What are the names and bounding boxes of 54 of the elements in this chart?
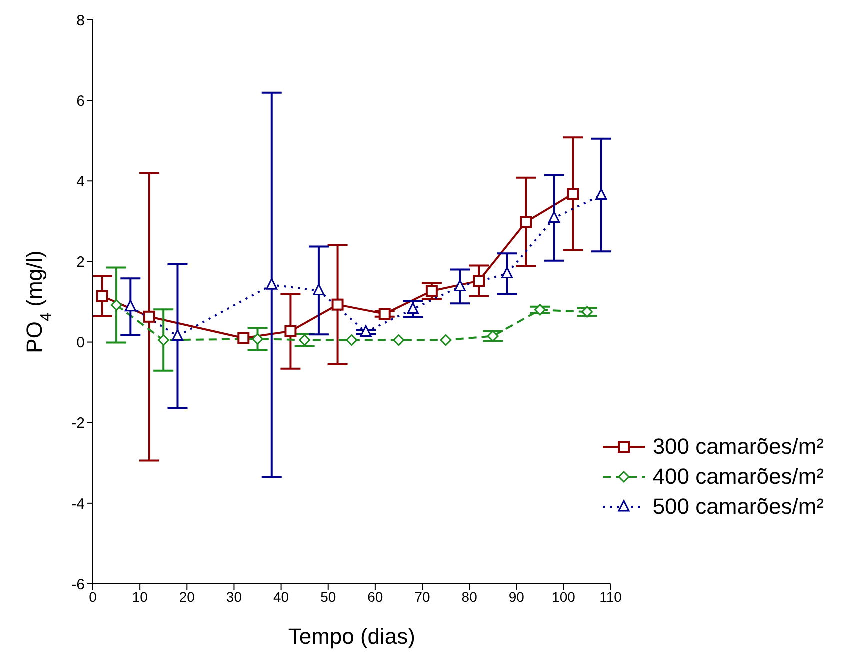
x-tick-label: 30 xyxy=(226,588,242,605)
point xyxy=(487,330,499,342)
legend-label: 500 camarões/m² xyxy=(652,494,824,520)
y-tick-label: 4 xyxy=(76,173,85,190)
x-tick-label: 10 xyxy=(132,588,148,605)
point xyxy=(502,267,513,279)
point xyxy=(360,325,372,337)
point xyxy=(143,310,156,323)
point xyxy=(393,334,405,346)
point xyxy=(299,334,311,346)
legend-label: 300 camarões/m² xyxy=(652,434,824,460)
point xyxy=(238,332,250,344)
point xyxy=(596,188,608,200)
x-tick-label: 100 xyxy=(552,588,576,605)
x-tick-label: 0 xyxy=(89,588,98,605)
point xyxy=(473,275,486,288)
point xyxy=(332,298,344,311)
point xyxy=(124,300,136,312)
point xyxy=(346,334,358,346)
x-tick-label: 90 xyxy=(508,588,525,605)
x-tick-label: 20 xyxy=(179,588,196,605)
x-tick-label: 80 xyxy=(462,588,478,605)
point xyxy=(378,308,391,320)
point xyxy=(548,211,560,223)
y-tick-label: -6 xyxy=(72,576,85,594)
point xyxy=(96,290,108,302)
point xyxy=(284,325,297,338)
point xyxy=(172,329,184,341)
point xyxy=(110,299,122,311)
y-tick-label: 2 xyxy=(76,254,85,272)
y-tick-label: -2 xyxy=(72,415,85,432)
point xyxy=(534,304,546,316)
y-tick-label: 0 xyxy=(76,334,85,352)
point xyxy=(520,216,532,228)
x-tick-label: 40 xyxy=(274,588,290,605)
y-tick-label: 8 xyxy=(76,12,85,30)
point xyxy=(582,306,594,318)
point xyxy=(313,284,325,296)
x-tick-label: 110 xyxy=(600,588,622,605)
point xyxy=(266,278,278,290)
point xyxy=(454,280,466,292)
x-tick-label: 70 xyxy=(414,588,431,605)
x-tick-label: 50 xyxy=(320,588,336,605)
x-axis-title: Tempo (dias) xyxy=(288,624,416,649)
legend-label: 400 camarões/m² xyxy=(652,464,824,490)
point xyxy=(407,302,419,314)
point xyxy=(252,333,264,345)
y-tick-label: 6 xyxy=(76,92,85,110)
point xyxy=(158,334,170,346)
x-tick-label: 60 xyxy=(368,588,384,605)
point xyxy=(567,188,580,200)
y-tick-label: -4 xyxy=(72,496,85,513)
point xyxy=(440,334,452,346)
point xyxy=(426,285,438,298)
